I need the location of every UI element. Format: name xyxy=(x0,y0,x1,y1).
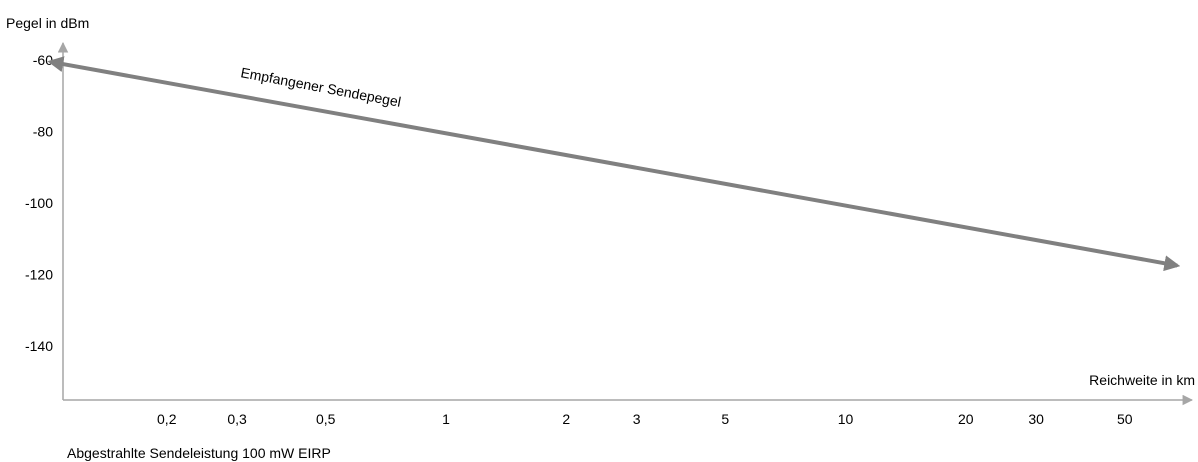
x-tick-label: 10 xyxy=(838,411,854,427)
x-tick-label: 3 xyxy=(633,411,641,427)
series-label: Empfangener Sendepegel xyxy=(239,64,402,110)
y-tick-label: -140 xyxy=(25,338,53,354)
footnote: Abgestrahlte Sendeleistung 100 mW EIRP xyxy=(67,445,331,461)
x-tick-label: 1 xyxy=(442,411,450,427)
y-tick-label: -60 xyxy=(33,52,53,68)
x-tick-label: 20 xyxy=(958,411,974,427)
x-tick-label: 2 xyxy=(562,411,570,427)
x-tick-label: 50 xyxy=(1117,411,1133,427)
y-axis-label: Pegel in dBm xyxy=(6,15,89,31)
y-tick-label: -80 xyxy=(33,124,53,140)
series-line xyxy=(47,56,1181,272)
series-layer xyxy=(47,56,1181,272)
x-tick-label: 0,2 xyxy=(157,411,177,427)
y-tick-labels: -60 -80 -100 -120 -140 xyxy=(25,52,53,354)
y-tick-label: -120 xyxy=(25,267,53,283)
x-tick-label: 0,3 xyxy=(227,411,247,427)
x-tick-labels: 0,2 0,3 0,5 1 2 3 5 10 20 30 50 xyxy=(157,411,1133,427)
y-tick-label: -100 xyxy=(25,195,53,211)
x-tick-label: 0,5 xyxy=(316,411,336,427)
x-axis-label: Reichweite in km xyxy=(1089,372,1195,388)
x-tick-label: 30 xyxy=(1028,411,1044,427)
x-tick-label: 5 xyxy=(721,411,729,427)
